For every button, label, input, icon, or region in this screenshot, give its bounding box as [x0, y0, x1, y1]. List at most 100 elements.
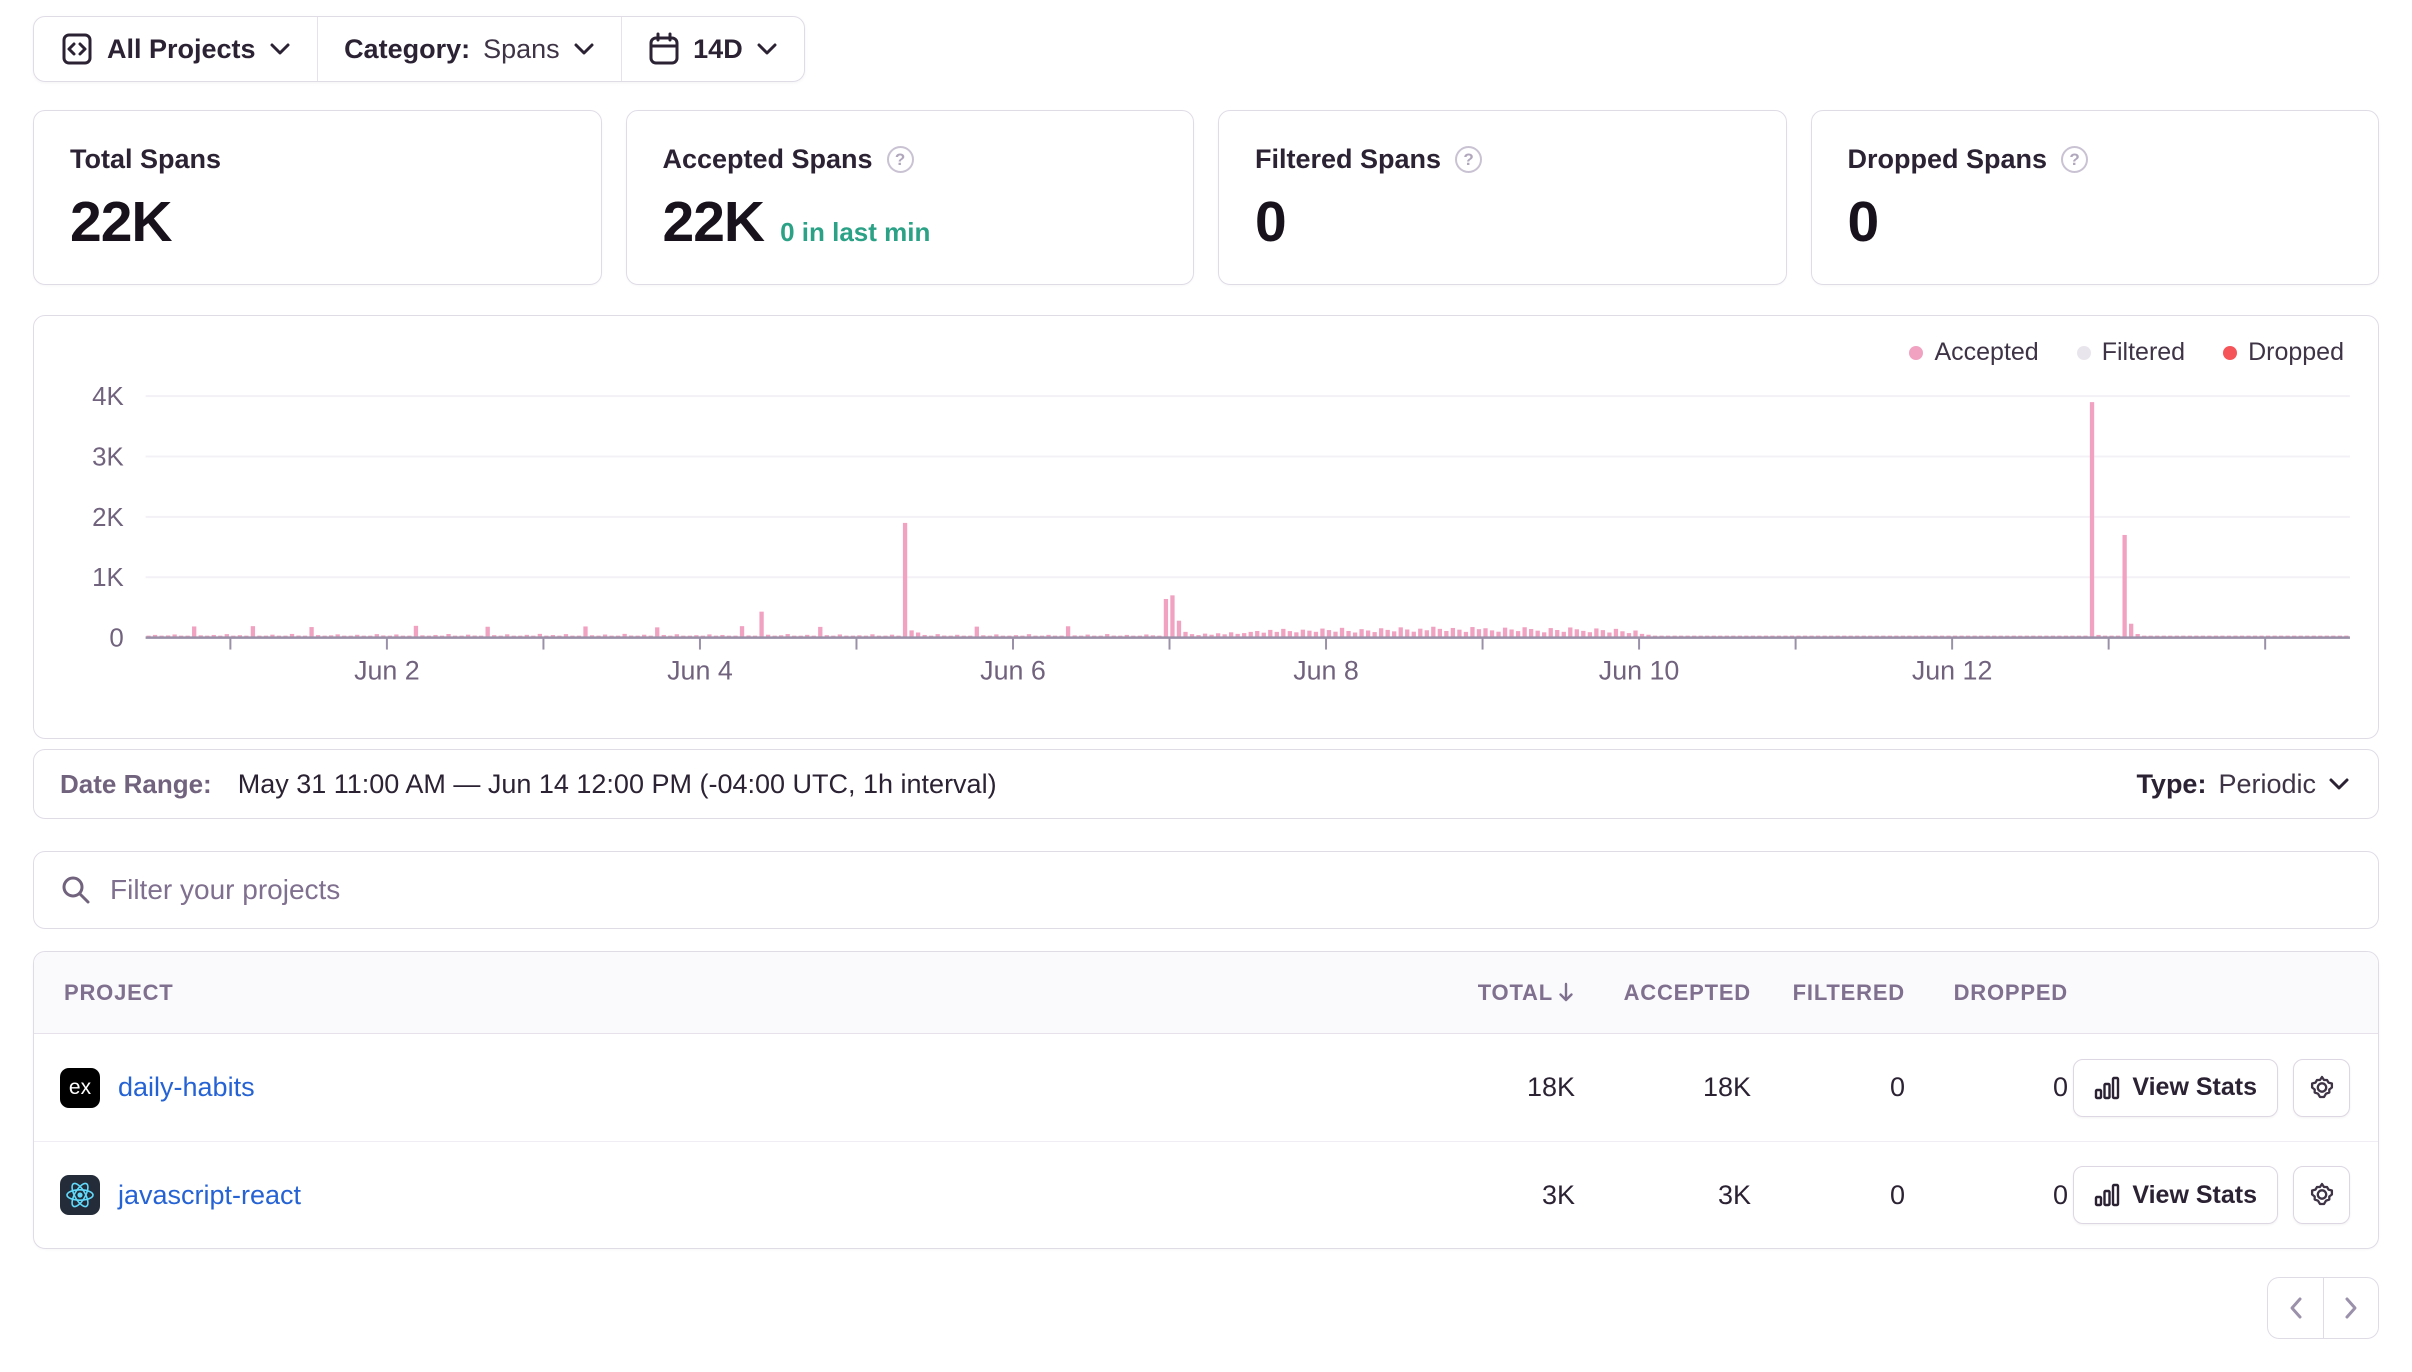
- help-icon[interactable]: ?: [886, 146, 914, 173]
- category-dropdown[interactable]: Category: Spans: [318, 17, 621, 81]
- total-spans-value: 22K: [70, 190, 173, 254]
- bar-chart-icon: [2095, 1076, 2120, 1099]
- total-spans-card: Total Spans 22K: [33, 110, 602, 285]
- column-header-dropped[interactable]: DROPPED: [1953, 979, 2068, 1005]
- legend-label: Accepted: [1934, 338, 2039, 366]
- accepted-cell: 18K: [1702, 1072, 1751, 1102]
- svg-text:0: 0: [109, 625, 123, 653]
- date-period-value: 14D: [693, 33, 743, 64]
- view-stats-label: View Stats: [2132, 1073, 2257, 1101]
- card-title: Filtered Spans: [1255, 144, 1442, 174]
- previous-page-button[interactable]: [2267, 1277, 2323, 1339]
- calendar-icon: [648, 32, 680, 66]
- type-value: Periodic: [2218, 768, 2316, 799]
- search-input[interactable]: [110, 874, 2352, 906]
- project-settings-button[interactable]: [2293, 1166, 2350, 1224]
- accepted-dot-icon: [1909, 345, 1924, 360]
- dropped-cell: 0: [2052, 1072, 2068, 1102]
- accepted-spans-value: 22K: [662, 190, 766, 254]
- accepted-last-min: 0 in last min: [780, 217, 931, 247]
- help-icon[interactable]: ?: [1455, 146, 1483, 173]
- chevron-down-icon: [574, 43, 594, 55]
- column-header-project[interactable]: PROJECT: [64, 979, 174, 1005]
- table-row: javascript-react 3K 3K 0 0 View Stats: [34, 1141, 2378, 1248]
- spans-bar-chart[interactable]: 0 1K 2K 3K 4K Jun 2 Jun 4 Jun 6 Jun 8 Jun 10 Jun 1…: [62, 377, 2350, 681]
- filter-toolbar: All Projects Category: Spans 14D: [33, 16, 805, 82]
- dropped-cell: 0: [2052, 1179, 2068, 1210]
- view-stats-label: View Stats: [2132, 1180, 2257, 1209]
- react-platform-icon: [60, 1175, 100, 1215]
- filtered-spans-card: Filtered Spans ? 0: [1218, 110, 1787, 285]
- chevron-down-icon: [270, 43, 290, 55]
- column-header-label: TOTAL: [1477, 979, 1553, 1005]
- view-stats-button[interactable]: View Stats: [2073, 1058, 2278, 1117]
- search-icon: [60, 874, 92, 906]
- date-range-value: May 31 11:00 AM — Jun 14 12:00 PM (-04:0…: [237, 768, 997, 799]
- svg-text:Jun 12: Jun 12: [1912, 655, 1993, 681]
- projects-icon: [60, 32, 94, 66]
- filtered-cell: 0: [1889, 1072, 1905, 1102]
- dropped-spans-card: Dropped Spans ? 0: [1810, 110, 2379, 285]
- bar-chart-icon: [2095, 1183, 2120, 1207]
- chart-legend: Accepted Filtered Dropped: [62, 338, 2350, 367]
- dropped-spans-value: 0: [1847, 190, 1880, 254]
- svg-text:Jun 2: Jun 2: [354, 655, 420, 681]
- accepted-cell: 3K: [1717, 1179, 1751, 1210]
- column-header-accepted[interactable]: ACCEPTED: [1623, 979, 1751, 1005]
- legend-filtered[interactable]: Filtered: [2076, 338, 2186, 367]
- type-label: Type:: [2136, 768, 2207, 799]
- filtered-cell: 0: [1889, 1179, 1905, 1210]
- card-title: Dropped Spans: [1847, 144, 2048, 174]
- chevron-down-icon: [2329, 778, 2349, 790]
- svg-text:4K: 4K: [92, 383, 124, 411]
- projects-table: PROJECT TOTAL ACCEPTED FILTERED DROPPED …: [33, 951, 2379, 1249]
- toolbar-divider: [620, 17, 623, 81]
- project-filter-dropdown[interactable]: All Projects: [34, 17, 317, 81]
- legend-dropped[interactable]: Dropped: [2223, 338, 2344, 367]
- table-row: ex daily-habits 18K 18K 0 0 View Stats: [34, 1034, 2378, 1141]
- category-label: Category:: [344, 33, 471, 64]
- stat-cards: Total Spans 22K Accepted Spans ? 22K 0 i…: [33, 110, 2379, 285]
- legend-accepted[interactable]: Accepted: [1909, 338, 2039, 367]
- svg-text:1K: 1K: [92, 564, 124, 592]
- date-period-dropdown[interactable]: 14D: [622, 17, 804, 81]
- svg-text:Jun 8: Jun 8: [1293, 655, 1359, 681]
- expo-platform-icon: ex: [60, 1067, 100, 1108]
- usage-chart-card: Accepted Filtered Dropped 0 1K 2K 3K 4K Jun 2…: [33, 315, 2379, 739]
- date-range-bar: Date Range: May 31 11:00 AM — Jun 14 12:…: [33, 749, 2379, 819]
- table-header: PROJECT TOTAL ACCEPTED FILTERED DROPPED: [34, 952, 2378, 1034]
- accepted-spans-card: Accepted Spans ? 22K 0 in last min: [625, 110, 1194, 285]
- svg-text:3K: 3K: [92, 443, 124, 471]
- project-filter-box: [33, 851, 2379, 929]
- category-value: Spans: [483, 33, 560, 64]
- legend-label: Dropped: [2248, 338, 2344, 366]
- chevron-down-icon: [757, 43, 777, 55]
- project-filter-label: All Projects: [107, 33, 256, 64]
- project-link[interactable]: javascript-react: [118, 1179, 302, 1210]
- card-title: Accepted Spans: [662, 144, 873, 174]
- filtered-spans-value: 0: [1255, 190, 1287, 254]
- svg-text:Jun 4: Jun 4: [667, 655, 733, 681]
- card-title: Total Spans: [70, 144, 222, 174]
- project-settings-button[interactable]: [2293, 1058, 2350, 1117]
- type-dropdown[interactable]: Type: Periodic: [2136, 769, 2350, 800]
- svg-text:2K: 2K: [92, 504, 124, 532]
- total-cell: 18K: [1526, 1072, 1575, 1102]
- dropped-dot-icon: [2223, 345, 2238, 360]
- column-header-total[interactable]: TOTAL: [1478, 980, 1575, 1006]
- svg-text:Jun 10: Jun 10: [1599, 655, 1680, 681]
- project-link[interactable]: daily-habits: [118, 1072, 255, 1102]
- legend-label: Filtered: [2101, 338, 2186, 366]
- pagination: [33, 1277, 2379, 1369]
- toolbar-divider: [316, 17, 319, 81]
- help-icon[interactable]: ?: [2061, 146, 2089, 173]
- view-stats-button[interactable]: View Stats: [2073, 1166, 2278, 1224]
- chevron-right-icon: [2345, 1297, 2357, 1319]
- svg-text:Jun 6: Jun 6: [980, 655, 1046, 681]
- date-range-label: Date Range:: [60, 768, 212, 799]
- sort-desc-icon: [1557, 981, 1575, 1005]
- gear-icon: [2310, 1182, 2333, 1206]
- next-page-button[interactable]: [2323, 1277, 2379, 1339]
- column-header-filtered[interactable]: FILTERED: [1792, 979, 1905, 1005]
- chevron-left-icon: [2290, 1297, 2301, 1319]
